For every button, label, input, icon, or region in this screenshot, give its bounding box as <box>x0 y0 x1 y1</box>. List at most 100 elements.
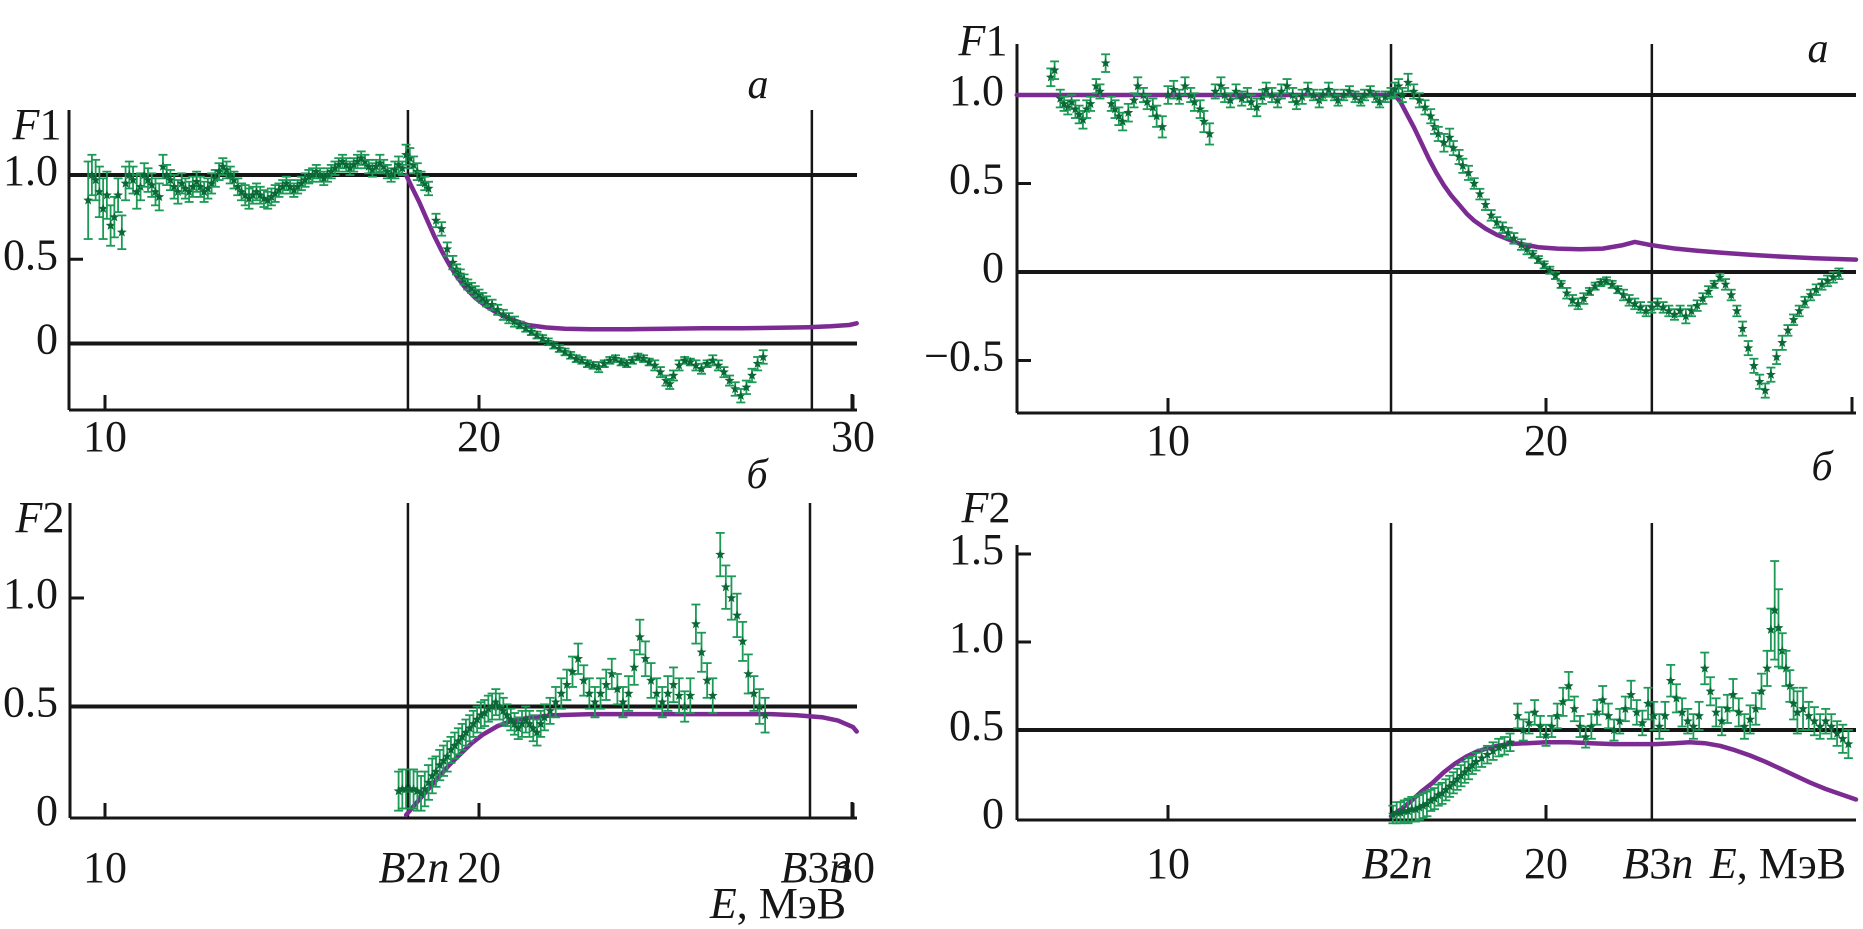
data-point-star <box>1648 710 1659 721</box>
data-point-star <box>401 149 411 159</box>
data-point-star <box>408 159 419 170</box>
data-point-star <box>1163 89 1173 100</box>
data-point-star <box>1448 142 1459 153</box>
data-point-star <box>732 610 742 620</box>
data-point-star <box>1151 111 1162 121</box>
data-point-star <box>1236 93 1247 103</box>
data-point-star <box>292 181 303 191</box>
data-point-star <box>1624 295 1635 305</box>
data-point-star <box>1529 707 1540 717</box>
data-point-star <box>1117 116 1128 126</box>
data-point-star <box>1505 737 1515 747</box>
data-point-star <box>1403 805 1413 816</box>
data-point-star <box>146 179 157 190</box>
data-point-star <box>210 173 221 183</box>
data-point-star <box>128 174 138 185</box>
data-point-star <box>1680 311 1691 321</box>
data-point-star <box>90 174 101 185</box>
data-point-star <box>576 355 587 365</box>
data-point-star <box>1711 707 1721 717</box>
y-tick-label: 1.0 <box>3 569 58 618</box>
data-point-star <box>601 679 612 689</box>
data-point-star <box>724 375 735 385</box>
data-point-star <box>1703 286 1714 296</box>
data-point-star <box>1569 703 1580 714</box>
data-point-star <box>679 355 690 365</box>
data-point-star <box>150 186 161 197</box>
data-point-star <box>404 152 415 163</box>
data-point-star <box>1578 293 1589 303</box>
data-point-star <box>1055 93 1066 103</box>
data-point-star <box>668 679 679 689</box>
data-point-star <box>1062 102 1073 112</box>
data-point-star <box>1756 686 1767 696</box>
data-point-star <box>1476 753 1487 763</box>
data-point-star <box>195 181 206 191</box>
data-point-star <box>1251 102 1262 112</box>
data-point-star <box>560 346 570 357</box>
data-point-star <box>1522 243 1532 254</box>
data-point-star <box>1834 268 1844 278</box>
data-point-star <box>206 178 217 188</box>
data-point-star <box>1070 104 1081 114</box>
data-point-star <box>726 592 737 603</box>
data-point-star <box>1558 696 1568 706</box>
data-point-star <box>595 688 606 698</box>
data-point-star <box>436 223 447 234</box>
data-point-star <box>1267 89 1277 100</box>
data-point-star <box>1095 86 1105 96</box>
data-point-star <box>1129 95 1139 105</box>
data-point-star <box>719 366 729 377</box>
data-point-star <box>154 191 165 202</box>
panel-bottom-right: 10 20 1.5 1.0 0.5 0 B2n B3n F2 б E, МэВ <box>949 444 1859 888</box>
data-point-star <box>1216 81 1226 91</box>
data-point-star <box>408 783 419 794</box>
data-point-star <box>556 688 567 698</box>
data-point-star <box>1601 275 1612 286</box>
data-point-star <box>461 727 471 737</box>
y-tick-label: 1.0 <box>949 613 1004 662</box>
data-point-star <box>1760 385 1771 395</box>
x-tick-label: 30 <box>831 843 875 892</box>
data-point-star <box>1189 96 1200 107</box>
data-point-star <box>1323 84 1334 94</box>
data-point-star <box>502 710 512 720</box>
data-point-star <box>1533 254 1544 264</box>
data-point-star <box>1414 802 1425 812</box>
model-curve <box>403 711 859 818</box>
y-tick-label: 0 <box>982 243 1004 292</box>
data-point-star <box>664 378 675 389</box>
data-point-star <box>1410 804 1421 814</box>
data-point-star <box>472 714 483 724</box>
data-point-star <box>674 360 684 370</box>
data-point-star <box>1771 351 1782 362</box>
data-point-star <box>1595 277 1606 287</box>
data-point-star <box>131 186 142 197</box>
data-point-star <box>1512 710 1523 721</box>
data-point-star <box>1123 107 1134 117</box>
data-point-star <box>685 356 696 367</box>
data-point-star <box>419 178 430 188</box>
data-point-star <box>173 186 183 197</box>
data-point-star <box>657 697 668 707</box>
data-point-star <box>161 169 172 180</box>
data-point-star <box>1720 279 1731 289</box>
data-point-star <box>1302 84 1313 94</box>
data-point-star <box>1584 286 1595 296</box>
data-point-star <box>743 668 754 679</box>
data-point-star <box>1733 707 1744 717</box>
data-point-star <box>565 350 576 360</box>
data-point-star <box>1843 738 1854 749</box>
data-point-star <box>730 383 741 394</box>
data-point-star <box>1811 284 1822 294</box>
data-point-star <box>356 152 367 163</box>
data-point-star <box>1459 767 1470 777</box>
data-point-star <box>1612 284 1623 294</box>
data-point-star <box>612 683 623 694</box>
data-point-star <box>1749 360 1759 370</box>
panel-top-left: 10 20 30 1.0 0.5 0 F1 а <box>3 62 875 461</box>
data-point-star <box>498 705 509 715</box>
data-point-star <box>1425 795 1436 805</box>
data-point-star <box>446 744 456 755</box>
data-point-star <box>307 169 318 180</box>
